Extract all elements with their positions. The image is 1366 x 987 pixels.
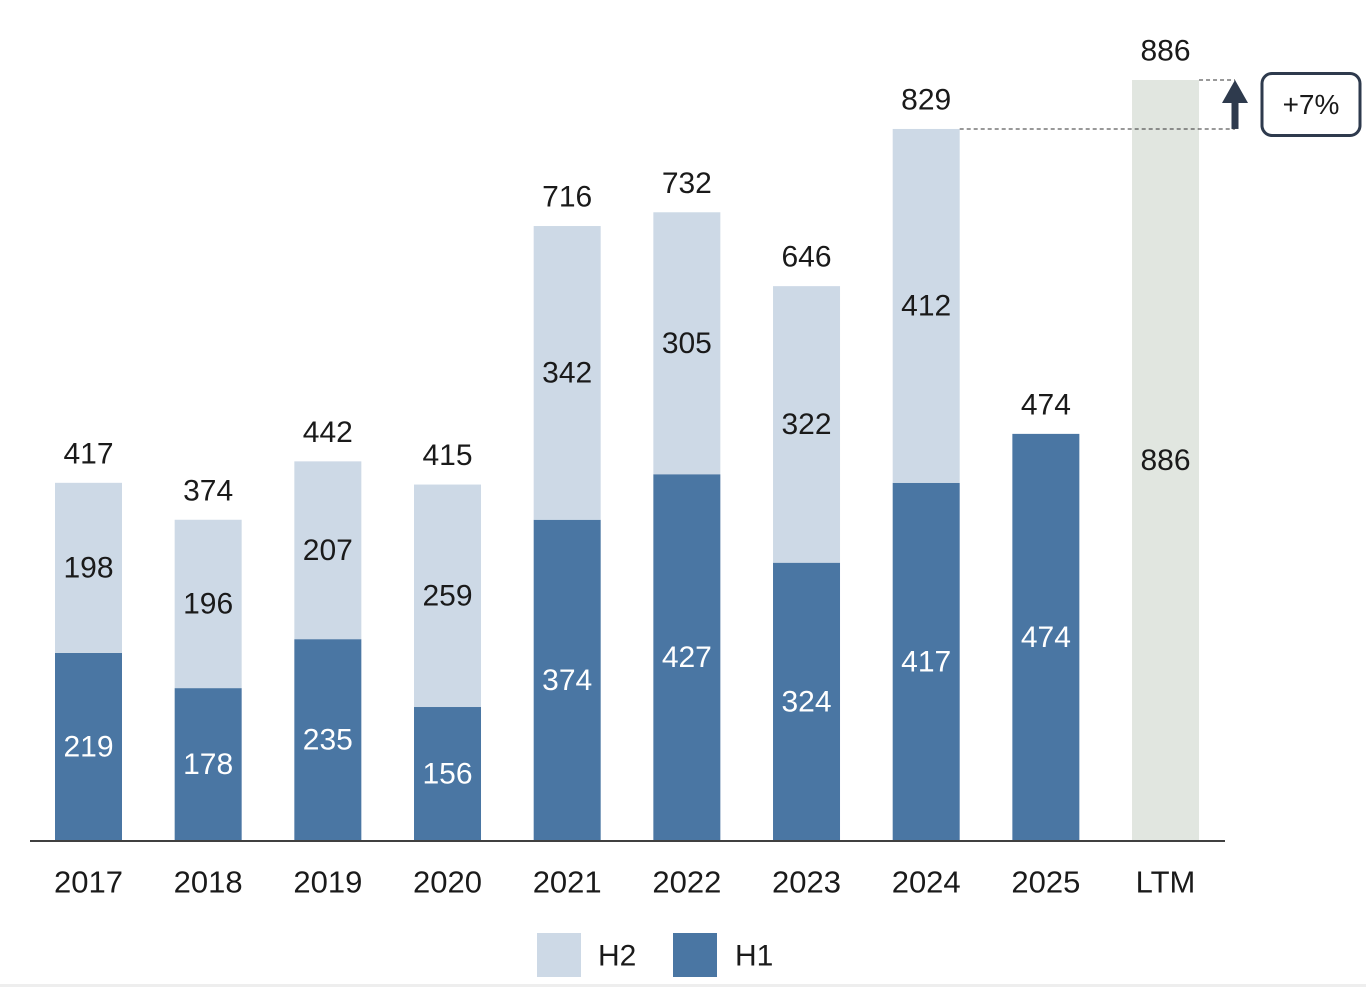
total-label-2024: 829 [901, 83, 951, 116]
bar-h2-2018 [174, 519, 242, 689]
value-label-h2-2023: 322 [781, 408, 831, 441]
bar-h2-2022 [653, 212, 721, 475]
bar-h1-2024 [892, 482, 960, 841]
bars [55, 80, 1200, 841]
value-label-h1-2018: 178 [183, 748, 233, 781]
value-label-h1-2017: 219 [63, 730, 113, 763]
value-label-h1-2022: 427 [662, 641, 712, 674]
bar-h2-2023 [773, 286, 841, 563]
x-tick-label-2019: 2019 [293, 865, 362, 900]
bar-h1-2022 [653, 474, 721, 841]
total-label-2025: 474 [1021, 388, 1071, 421]
legend-swatch-h1 [673, 933, 717, 977]
bar-h1-2023 [773, 562, 841, 841]
x-tick-label-2020: 2020 [413, 865, 482, 900]
value-label-h2-2022: 305 [662, 327, 712, 360]
value-label-h1-2024: 417 [901, 645, 951, 678]
x-tick-label-2022: 2022 [652, 865, 721, 900]
value-label-h1-2019: 235 [303, 724, 353, 757]
value-label-h2-2018: 196 [183, 587, 233, 620]
bar-h2-2017 [55, 482, 122, 653]
value-label-h2-2024: 412 [901, 289, 951, 322]
value-labels: 219 198 417 178 196 374 235 207 442 156 259 415 374 3… [63, 35, 1190, 791]
legend-label-h1: H1 [735, 940, 773, 973]
value-label-h1-2021: 374 [542, 664, 592, 697]
value-label-h2-2017: 198 [63, 551, 113, 584]
up-arrow-icon [1222, 80, 1248, 103]
bar-h1-2019 [294, 639, 362, 841]
growth-annotation: +7% [959, 71, 1362, 137]
bar-h1-2017 [55, 652, 122, 841]
value-label-h2-2020: 259 [422, 579, 472, 612]
value-label-h1-2020: 156 [422, 758, 472, 791]
x-tick-label-2021: 2021 [533, 865, 602, 900]
page-bottom-edge [0, 984, 1366, 987]
total-label-ltm: 886 [1140, 35, 1190, 68]
x-tick-label-ltm: LTM [1136, 865, 1196, 900]
legend: H2 H1 [537, 933, 773, 977]
x-tick-label-2017: 2017 [54, 865, 123, 900]
bar-h1-2020 [414, 707, 482, 841]
bar-h2-2020 [414, 484, 482, 708]
value-label-h1-2023: 324 [781, 685, 831, 718]
legend-label-h2: H2 [598, 940, 636, 973]
total-label-2019: 442 [303, 416, 353, 449]
x-tick-label-2025: 2025 [1011, 865, 1080, 900]
x-tick-label-2018: 2018 [174, 865, 243, 900]
x-tick-label-2024: 2024 [892, 865, 961, 900]
total-label-2020: 415 [422, 439, 472, 472]
value-label-h2-2019: 207 [303, 534, 353, 567]
bar-h2-2021 [533, 226, 601, 520]
value-label-h1-2025: 474 [1021, 621, 1071, 654]
x-axis-tick-labels: 2017 2018 2019 2020 2021 2022 2023 2024 2025 LTM [54, 865, 1195, 900]
total-label-2021: 716 [542, 181, 592, 214]
bar-h2-2019 [294, 461, 362, 640]
x-tick-label-2023: 2023 [772, 865, 841, 900]
bar-h1-2025 [1012, 433, 1080, 841]
bar-total-ltm [1132, 80, 1200, 841]
growth-badge-label: +7% [1283, 89, 1340, 120]
bar-h1-2018 [174, 688, 242, 841]
total-label-2017: 417 [63, 437, 113, 470]
growth-badge-box [1260, 71, 1362, 137]
value-label-h2-2021: 342 [542, 356, 592, 389]
legend-swatch-h2 [537, 933, 581, 977]
total-label-2018: 374 [183, 474, 233, 507]
total-label-2022: 732 [662, 167, 712, 200]
total-label-2023: 646 [781, 241, 831, 274]
value-label-total-ltm: 886 [1140, 444, 1190, 477]
bar-h1-2021 [533, 519, 601, 841]
bar-h2-2024 [892, 128, 960, 483]
